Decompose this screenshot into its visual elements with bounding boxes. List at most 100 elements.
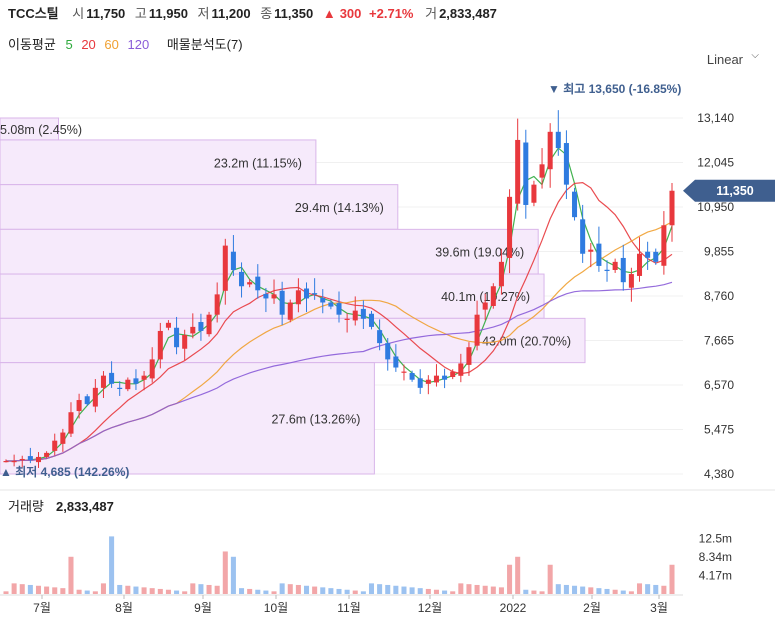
candle-body [409, 372, 415, 380]
candle-body [279, 290, 285, 315]
volume-bar [515, 556, 521, 594]
volume-bar [125, 585, 131, 594]
candle-body [523, 142, 529, 205]
volume-bar [555, 584, 561, 594]
volume-profile-label: 27.6m (13.26%) [271, 412, 360, 426]
candle-body [555, 131, 561, 149]
volume-bar [263, 590, 269, 594]
ma-20[interactable]: 20 [81, 37, 96, 52]
volume-bar [669, 564, 675, 594]
quote-header: TCC스틸 시 11,750 고 11,950 저 11,200 종 11,350 ▲ 3… [8, 4, 503, 24]
volume-bar [645, 584, 651, 594]
candle-body [206, 314, 212, 335]
volume-bar [60, 588, 66, 594]
change-percent: +2.71% [369, 6, 414, 21]
volume-bar [19, 584, 25, 594]
candle-body [482, 302, 488, 310]
volume-bar [401, 586, 407, 594]
candle-body [174, 327, 180, 348]
volume-label: 거 [425, 6, 438, 21]
volume-bar [498, 587, 504, 594]
volume-bar [563, 584, 569, 594]
volume-bar [482, 585, 488, 594]
volume-bar [312, 586, 318, 594]
time-tick-label: 11월 [337, 601, 361, 615]
current-price-label: 11,350 [716, 184, 754, 198]
candle-body [100, 375, 106, 388]
volume-bar [433, 589, 439, 594]
volume-bar [35, 585, 42, 594]
high-annotation: ▼ 최고 13,650 (-16.85%) [548, 81, 681, 96]
volume-tick-label: 4.17m [699, 569, 732, 583]
candle-body [498, 261, 504, 287]
volume-bar [328, 588, 334, 594]
volume-bar [425, 588, 431, 594]
ma-5[interactable]: 5 [65, 37, 73, 52]
candle-body [636, 253, 643, 276]
ma-120[interactable]: 120 [127, 37, 150, 52]
high-value: 11,950 [148, 6, 188, 21]
moving-average-line [6, 281, 673, 462]
volume-bar [523, 589, 529, 594]
volume-bar [214, 585, 220, 594]
candle-body [596, 243, 602, 266]
time-tick-label: 7월 [33, 601, 51, 615]
volume-bar [612, 589, 618, 594]
current-price-tag [683, 179, 775, 202]
candle-body [247, 282, 253, 285]
volume-profile: 5.08m (2.45%) 23.2m (11.15%) 29.4m (14.13%… [0, 117, 586, 475]
scale-selector[interactable]: Linear [706, 52, 743, 67]
volume-profile-bar [0, 139, 317, 186]
volume-profile-label[interactable]: 매물분석도(7) [166, 37, 243, 52]
volume-bar [490, 586, 496, 594]
candle-body [474, 314, 480, 346]
candle-body [295, 290, 301, 305]
time-tick-label: 2022 [500, 601, 527, 615]
ma-60[interactable]: 60 [104, 37, 119, 52]
chevron-down-icon[interactable]: ⌵ [751, 50, 759, 61]
volume-profile-label: 23.2m (11.15%) [214, 156, 302, 170]
time-tick-label: 10월 [264, 601, 288, 615]
volume-bar [141, 587, 147, 594]
candle-body [604, 269, 610, 271]
volume-bar [450, 591, 456, 594]
moving-average-label[interactable]: 이동평균 [8, 37, 56, 52]
candle-body [442, 375, 448, 380]
y-tick-label: 9,855 [704, 245, 734, 259]
candle-body [52, 440, 58, 451]
volume-bar [336, 588, 342, 594]
stock-name: TCC스틸 [8, 6, 59, 21]
time-tick-label: 8월 [115, 601, 133, 615]
volume-profile-label: 39.6m (19.04%) [435, 246, 524, 260]
volume-bar [303, 585, 310, 594]
candle-body [312, 293, 318, 295]
volume-value: 2,833,487 [439, 6, 497, 21]
candle-body [377, 330, 383, 344]
candle-body [368, 313, 375, 327]
y-tick-label: 12,045 [697, 156, 734, 170]
volume-bar [636, 583, 643, 594]
volume-profile-label: 5.08m (2.45%) [0, 123, 82, 137]
volume-bar [3, 591, 9, 594]
indicator-legend: 이동평균 5 20 60 120 매물분석도(7) [8, 34, 248, 53]
candle-body [466, 347, 472, 365]
volume-bar [596, 588, 602, 594]
volume-bar [117, 584, 123, 594]
volume-bar [133, 586, 139, 594]
change-value: 300 [339, 6, 362, 21]
candle-body [620, 257, 626, 283]
volume-bar [344, 589, 350, 594]
volume-bar [222, 551, 228, 594]
y-tick-label: 8,760 [704, 289, 734, 303]
volume-panel-value: 2,833,487 [56, 499, 114, 514]
volume-bar [320, 587, 326, 594]
volume-bar [174, 590, 180, 594]
volume-bar [190, 583, 196, 594]
volume-bar [198, 584, 204, 594]
candle-body [360, 308, 366, 319]
candle-body [76, 400, 82, 412]
candle-body [263, 293, 269, 299]
low-annotation: ▲ 최저 4,685 (142.26%) [0, 464, 129, 479]
candle-body [133, 378, 139, 384]
